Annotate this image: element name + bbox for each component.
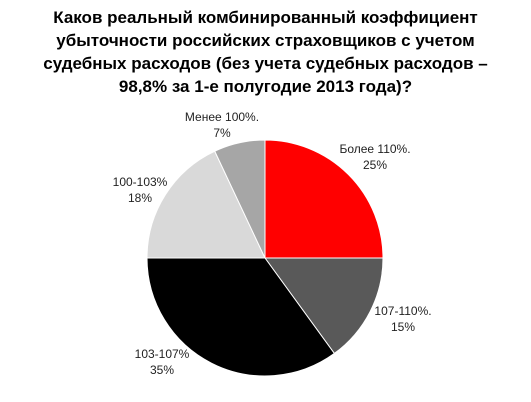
slice-label: 103-107%: [135, 347, 190, 361]
value-label: 25%: [363, 158, 387, 172]
pie-slice: [264, 139, 384, 259]
pie-slice: [264, 257, 384, 355]
value-label: 18%: [128, 191, 152, 205]
value-label: 15%: [391, 320, 415, 334]
chart-title: Каков реальный комбинированный коэффицие…: [43, 8, 488, 96]
value-label: 7%: [213, 126, 231, 140]
pie-slice: [146, 257, 336, 377]
slice-label: 107-110%.: [374, 304, 431, 318]
pie-slice: [214, 139, 266, 259]
value-label: 35%: [150, 363, 174, 377]
slice-label: Менее 100%.: [185, 110, 259, 124]
pie-slice: [146, 150, 266, 259]
slice-label: 100-103%: [113, 175, 168, 189]
slice-label: Более 110%.: [339, 142, 410, 156]
